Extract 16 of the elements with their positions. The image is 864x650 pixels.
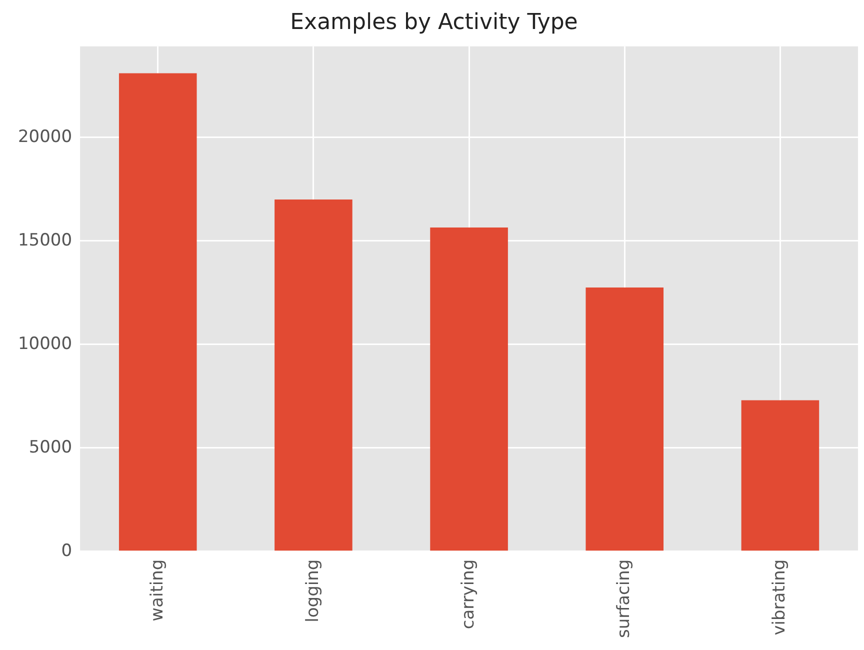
x-tick-label: logging xyxy=(302,559,323,622)
bar xyxy=(118,73,197,551)
chart-title: Examples by Activity Type xyxy=(290,10,578,35)
x-tick-label: carrying xyxy=(458,559,478,630)
x-tick-label: waiting xyxy=(147,559,168,622)
bar xyxy=(274,200,352,551)
x-tick-label: vibrating xyxy=(770,559,790,636)
bar xyxy=(741,400,820,551)
x-tick-label: surfacing xyxy=(614,559,634,638)
bar xyxy=(586,287,664,551)
y-tick-label: 15000 xyxy=(18,230,72,250)
y-tick-label: 20000 xyxy=(18,126,72,147)
y-tick-label: 10000 xyxy=(18,334,72,354)
y-tick-label: 5000 xyxy=(28,437,72,458)
bar xyxy=(430,227,508,551)
y-tick-label: 0 xyxy=(61,540,72,561)
